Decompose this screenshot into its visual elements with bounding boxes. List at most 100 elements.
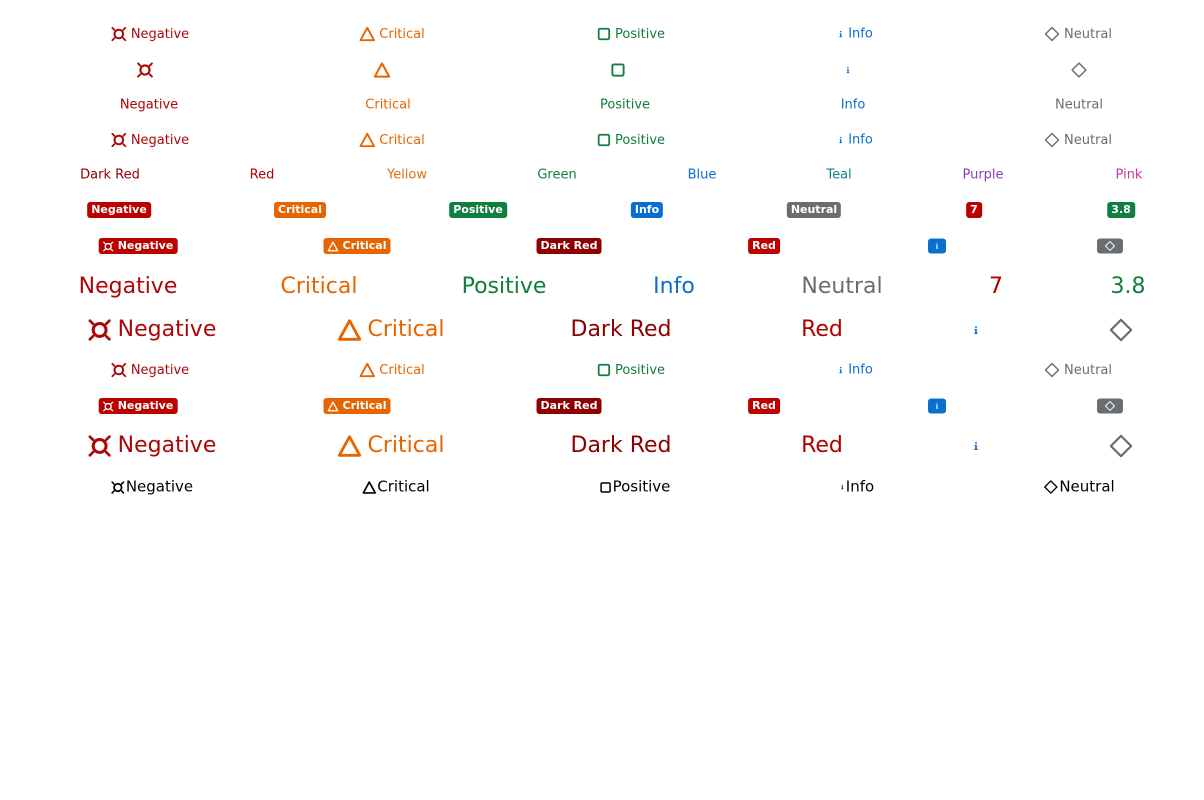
status-info: Info: [837, 27, 873, 42]
error-icon: [137, 62, 154, 79]
large-critical-label: Critical: [367, 433, 445, 458]
status-info-label: Info: [848, 132, 873, 148]
status-neutral: Neutral: [1044, 362, 1112, 378]
color-teal-text: Teal: [826, 167, 852, 183]
badge-negative: Negative: [87, 202, 151, 218]
status-positive: Positive: [597, 27, 665, 41]
large-neutral-text: Neutral: [801, 274, 883, 299]
information-icon: [837, 27, 844, 42]
badge-negative-label: Negative: [117, 239, 174, 252]
warning-triangle-icon: [338, 434, 362, 458]
color-red-text: Red: [249, 167, 275, 183]
error-icon: [111, 26, 127, 42]
plain-info: Info: [840, 477, 875, 496]
status-positive-text: Positive: [599, 97, 651, 113]
badge-info-icon: [928, 398, 946, 414]
large-negative-label: Negative: [117, 433, 217, 458]
warning-triangle-icon: [327, 401, 338, 412]
plain-info-label: Info: [845, 477, 875, 496]
status-positive: Positive: [597, 133, 665, 147]
large-critical: Critical: [338, 318, 444, 342]
warning-triangle-icon: [338, 318, 362, 342]
badge-critical-with-icon: Critical: [323, 398, 391, 414]
status-info-label: Info: [848, 26, 873, 42]
status-negative-text: Negative: [119, 97, 179, 113]
large-icon-text-row: Negative Critical Dark Red Red: [0, 319, 1204, 331]
diamond-icon: [1044, 362, 1060, 378]
status-info: Info: [837, 133, 873, 148]
status-negative-label: Negative: [130, 26, 190, 42]
status-row-icon-text-3: Negative Critical Positive Info Neutral: [0, 370, 1204, 371]
badge-critical: Critical: [273, 202, 327, 218]
success-square-icon: [611, 63, 626, 78]
warning-triangle-icon: [359, 132, 375, 148]
diamond-icon: [1109, 434, 1134, 459]
status-row-icon-text-2: Negative Critical Positive Info Neutral: [0, 140, 1204, 141]
large-negative: Negative: [88, 433, 217, 458]
warning-triangle-icon: [359, 362, 375, 378]
diamond-icon: [1071, 62, 1088, 79]
color-dark-red-text: Dark Red: [80, 167, 140, 183]
status-row-icon-text: Negative Critical Positive Info Neutral: [0, 34, 1204, 35]
badge-neutral: Neutral: [786, 202, 842, 218]
error-icon: [103, 401, 114, 412]
badge-dark-red: Dark Red: [536, 398, 602, 414]
large-dark-red-text: Dark Red: [570, 317, 672, 342]
information-icon: [934, 241, 940, 252]
information-icon: [972, 319, 981, 341]
badge-red: Red: [748, 238, 780, 254]
large-number-seven: 7: [989, 274, 1003, 299]
badge-negative-with-icon: Negative: [98, 238, 178, 254]
badge-info-icon: [928, 238, 946, 254]
warning-triangle-icon: [362, 480, 376, 494]
large-critical: Critical: [338, 433, 445, 458]
diamond-icon: [1044, 26, 1060, 42]
status-positive-label: Positive: [614, 26, 666, 42]
plain-neutral: Neutral: [1043, 477, 1115, 496]
status-neutral-label: Neutral: [1064, 26, 1112, 42]
status-critical-label: Critical: [379, 132, 425, 148]
status-negative-label: Negative: [130, 362, 190, 378]
badge-critical-with-icon: Critical: [323, 238, 391, 254]
success-square-icon: [597, 363, 611, 377]
success-square-icon: [600, 481, 612, 493]
status-negative: Negative: [111, 26, 189, 42]
status-critical-text: Critical: [365, 97, 411, 113]
badge-negative-label: Negative: [117, 399, 174, 412]
large-red-text: Red: [801, 433, 843, 458]
error-icon: [88, 434, 112, 458]
large-info-text: Info: [653, 274, 695, 299]
status-negative: Negative: [111, 132, 189, 148]
status-row-icons-only: [0, 70, 1204, 71]
status-neutral: Neutral: [1044, 132, 1112, 148]
warning-triangle-icon: [327, 241, 338, 252]
diamond-icon: [1104, 241, 1116, 252]
status-info: Info: [837, 363, 873, 378]
information-icon: [840, 481, 845, 494]
large-negative-label: Negative: [117, 317, 217, 342]
status-negative-label: Negative: [130, 132, 190, 148]
success-square-icon: [597, 27, 611, 41]
badge-number-three-eight: 3.8: [1107, 202, 1135, 218]
status-neutral-text: Neutral: [1055, 97, 1103, 113]
information-icon: [934, 401, 940, 412]
diamond-icon: [1104, 401, 1116, 412]
information-icon: [845, 62, 852, 78]
status-positive: Positive: [597, 363, 665, 377]
status-info-text: Info: [840, 97, 866, 113]
large-positive-text: Positive: [461, 274, 547, 299]
status-critical-label: Critical: [379, 362, 425, 378]
error-icon: [103, 241, 114, 252]
status-critical: Critical: [359, 26, 425, 42]
plain-neutral-label: Neutral: [1059, 477, 1115, 496]
large-red-text: Red: [801, 317, 843, 342]
plain-positive: Positive: [600, 477, 671, 496]
color-pink-text: Pink: [1115, 167, 1143, 183]
badge-number-seven: 7: [966, 202, 982, 218]
plain-positive-label: Positive: [612, 477, 671, 496]
plain-critical-label: Critical: [377, 477, 430, 496]
information-icon: [837, 363, 844, 378]
error-icon: [88, 318, 112, 342]
status-neutral-label: Neutral: [1064, 132, 1112, 148]
badge-dark-red: Dark Red: [536, 238, 602, 254]
